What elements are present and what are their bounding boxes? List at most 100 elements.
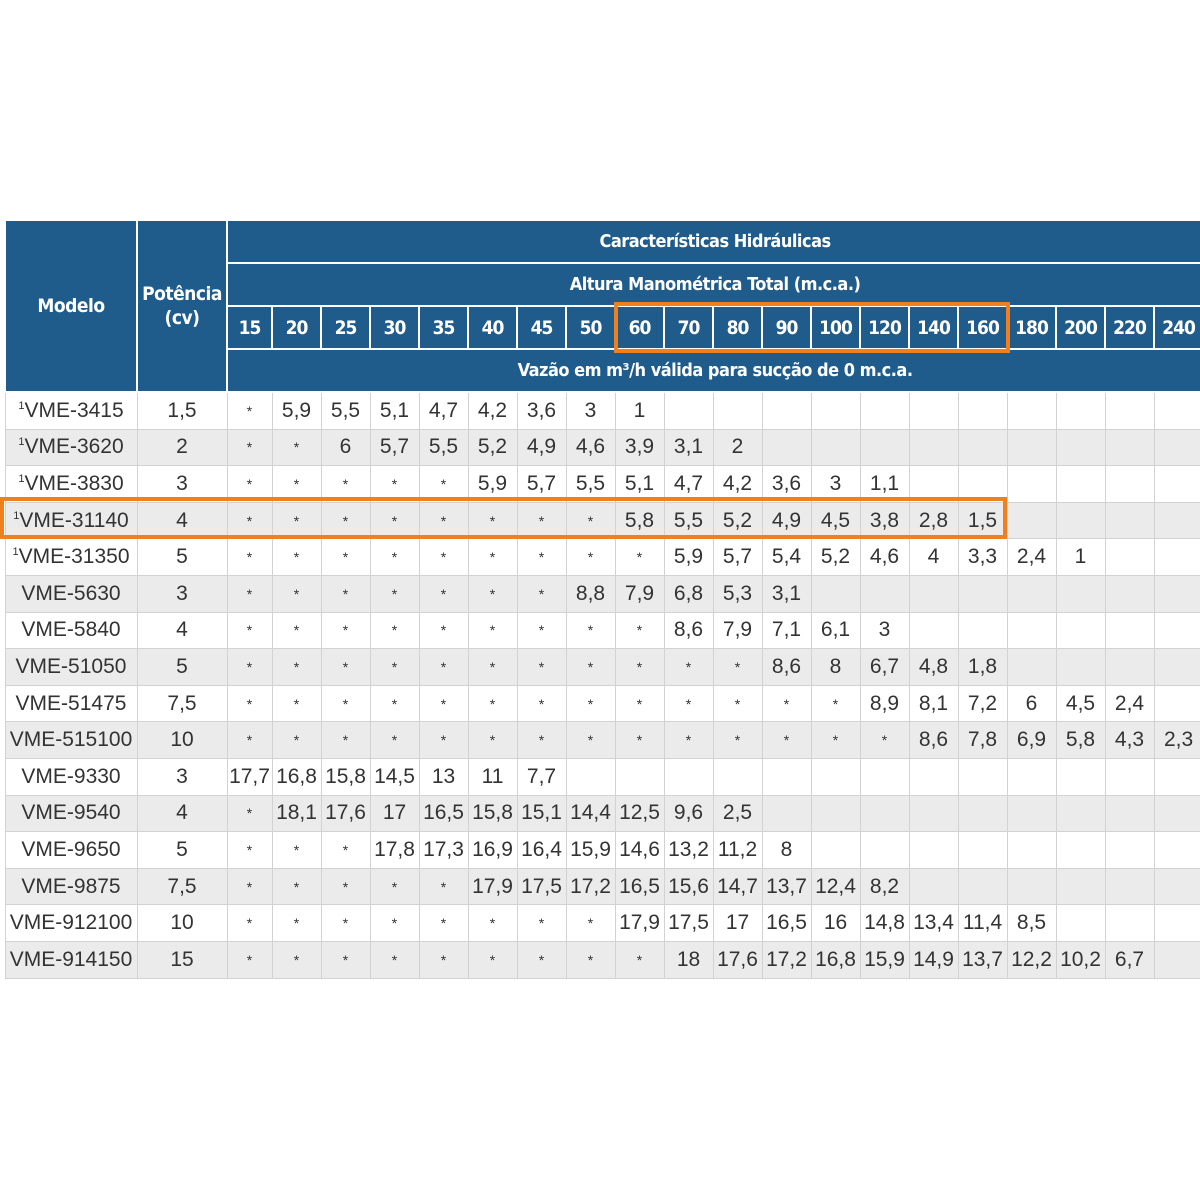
model-cell: VME-51050 <box>4 648 138 686</box>
power-cell: 1,5 <box>136 391 228 430</box>
flow-cell: 4,6 <box>859 538 910 576</box>
model-name: VME-3830 <box>24 471 124 495</box>
flow-cell <box>712 757 763 796</box>
flow-cell <box>859 794 910 833</box>
flow-cell <box>859 428 910 467</box>
flow-cell: * <box>320 501 371 540</box>
flow-cell <box>859 757 910 796</box>
model-cell: VME-9540 <box>4 794 138 833</box>
flow-cell <box>1006 501 1057 540</box>
flow-cell: 8,6 <box>908 721 959 759</box>
head-column-120: 120 <box>859 305 910 350</box>
flow-cell: 15,9 <box>859 940 910 979</box>
flow-cell <box>1006 428 1057 467</box>
flow-cell: * <box>320 684 371 723</box>
flow-cell: 17,9 <box>467 867 518 906</box>
flow-cell: 13,7 <box>761 867 812 906</box>
flow-cell: 2,8 <box>908 501 959 540</box>
flow-cell <box>908 794 959 833</box>
flow-cell: * <box>418 501 469 540</box>
flow-cell: * <box>271 684 322 723</box>
flow-cell: 14,4 <box>565 794 616 833</box>
flow-cell <box>614 757 665 796</box>
flow-cell: 12,5 <box>614 794 665 833</box>
model-cell: VME-914150 <box>4 940 138 979</box>
flow-cell: 17,8 <box>369 831 420 869</box>
table-row: 1VME-31140 4 * * * * * * * * 5,8 5,5 5,2 4,9 4,5 3,8 2,8… <box>4 501 1200 540</box>
flow-cell: 4,7 <box>418 391 469 430</box>
flow-cell: * <box>516 904 567 942</box>
flow-cell: 6,8 <box>663 574 714 613</box>
flow-cell <box>1153 794 1200 833</box>
flow-cell: * <box>320 867 371 906</box>
table-row: VME-51475 7,5 * * * * * * * * * * * * * 8,9 8,1 7,2 6 4,5 2,… <box>4 684 1200 723</box>
flow-cell <box>957 757 1008 796</box>
model-cell: VME-9875 <box>4 867 138 906</box>
flow-cell <box>1055 465 1106 503</box>
flow-cell: * <box>467 501 518 540</box>
flow-cell <box>761 794 812 833</box>
flow-cell: * <box>810 721 861 759</box>
flow-cell <box>1104 538 1155 576</box>
flow-cell <box>1104 648 1155 686</box>
flow-cell: 3,3 <box>957 538 1008 576</box>
power-cell: 3 <box>136 757 228 796</box>
flow-cell: 6,7 <box>1104 940 1155 979</box>
flow-cell <box>1055 501 1106 540</box>
table-row: 1VME-3415 1,5 * 5,9 5,5 5,1 4,7 4,2 3,6 3 1 <box>4 391 1200 430</box>
flow-rate-title: Vazão em m³/h válida para sucção de 0 m.… <box>225 348 1200 393</box>
table-row: VME-5840 4 * * * * * * * * * 8,6 7,9 7,1 6,1 3 <box>4 611 1200 650</box>
flow-cell: 17,5 <box>663 904 714 942</box>
flow-cell <box>1153 684 1200 723</box>
flow-cell: * <box>271 574 322 613</box>
flow-cell: 11,2 <box>712 831 763 869</box>
flow-cell <box>1153 757 1200 796</box>
flow-cell: * <box>663 648 714 686</box>
flow-cell: 17,7 <box>226 757 273 796</box>
flow-cell: 7,7 <box>516 757 567 796</box>
pump-performance-table: Modelo Potência (cv) Características Hid… <box>4 219 1200 979</box>
flow-cell: 12,4 <box>810 867 861 906</box>
flow-cell: * <box>810 684 861 723</box>
total-head-title: Altura Manométrica Total (m.c.a.) <box>225 262 1200 307</box>
flow-cell: * <box>516 648 567 686</box>
flow-cell: 4,9 <box>761 501 812 540</box>
flow-cell: * <box>663 721 714 759</box>
table-row: VME-912100 10 * * * * * * * * 17,9 17,5 17 16,5 16 14,8… <box>4 904 1200 942</box>
power-cell: 5 <box>136 538 228 576</box>
flow-cell <box>1055 648 1106 686</box>
flow-cell: 13 <box>418 757 469 796</box>
flow-cell <box>908 465 959 503</box>
flow-cell: * <box>369 940 420 979</box>
model-name: VME-9650 <box>21 837 121 861</box>
flow-cell <box>957 794 1008 833</box>
model-name: VME-914150 <box>9 947 133 971</box>
flow-cell: * <box>712 684 763 723</box>
flow-cell: * <box>663 684 714 723</box>
flow-cell: 15,1 <box>516 794 567 833</box>
table-row: 1VME-31350 5 * * * * * * * * * 5,9 5,7 5,4 5,2 4,6 4 3,3 2… <box>4 538 1200 576</box>
flow-cell: * <box>369 465 420 503</box>
flow-cell: 4,2 <box>712 465 763 503</box>
flow-cell: 1,5 <box>957 501 1008 540</box>
flow-cell <box>1153 867 1200 906</box>
model-cell: VME-51475 <box>4 684 138 723</box>
flow-cell: * <box>320 648 371 686</box>
hydraulic-characteristics-title: Características Hidráulicas <box>225 219 1200 264</box>
model-name: VME-51475 <box>15 691 127 715</box>
flow-cell: 4,3 <box>1104 721 1155 759</box>
flow-cell <box>1104 831 1155 869</box>
flow-cell: * <box>516 574 567 613</box>
power-cell: 2 <box>136 428 228 467</box>
flow-cell: 8 <box>810 648 861 686</box>
model-name: VME-912100 <box>9 911 133 935</box>
flow-cell: * <box>467 904 518 942</box>
flow-cell: * <box>614 721 665 759</box>
flow-cell: 5,7 <box>369 428 420 467</box>
model-cell: 1VME-3620 <box>4 428 138 467</box>
table-row: VME-914150 15 * * * * * * * * * 18 17,6 17,2 16,8 15,9 1… <box>4 940 1200 979</box>
head-column-20: 20 <box>271 305 322 350</box>
flow-cell <box>810 391 861 430</box>
flow-cell: 14,9 <box>908 940 959 979</box>
head-column-40: 40 <box>467 305 518 350</box>
